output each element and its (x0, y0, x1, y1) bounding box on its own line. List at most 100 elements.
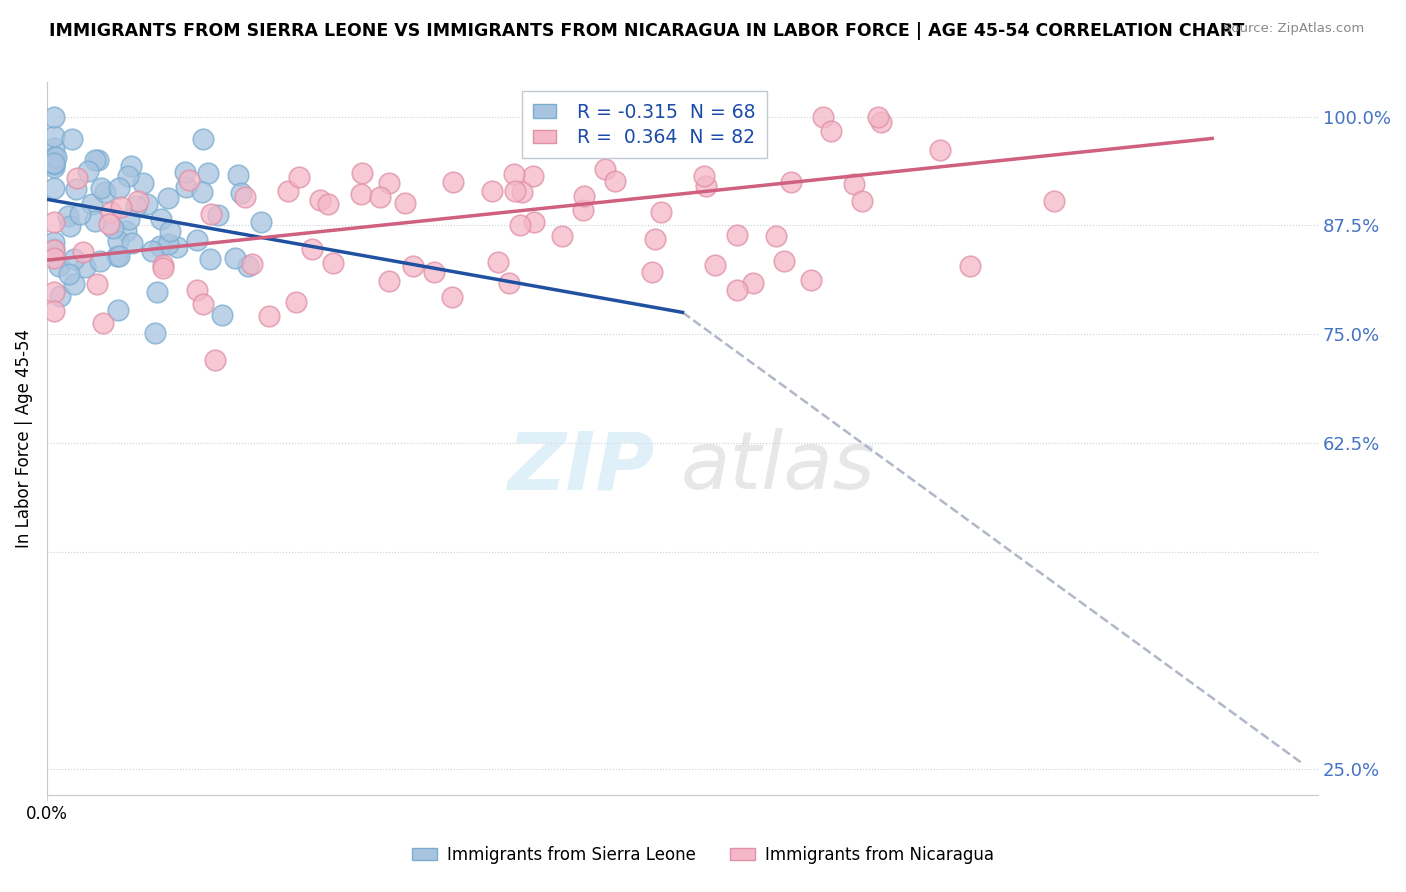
Point (135, 197, 157, 211)
Point (149, 212, 172, 227)
Point (277, 184, 299, 198)
Point (593, 110, 616, 124)
Point (48, 259, 70, 273)
Point (186, 283, 208, 297)
Point (204, 353, 226, 368)
Point (80, 197, 103, 211)
Point (481, 184, 503, 198)
Point (800, 273, 823, 287)
Point (42, 157, 65, 171)
Point (851, 194, 873, 209)
Point (177, 173, 200, 187)
Point (115, 223, 138, 237)
Point (200, 206, 222, 220)
Point (42, 150, 65, 164)
Point (186, 233, 208, 247)
Point (132, 176, 155, 190)
Text: ZIP: ZIP (508, 428, 655, 506)
Point (42, 242, 65, 256)
Point (118, 212, 141, 227)
Point (156, 237, 179, 252)
Point (69, 207, 91, 221)
Point (157, 191, 180, 205)
Point (60, 131, 83, 145)
Point (842, 177, 865, 191)
Point (498, 276, 520, 290)
Point (42, 160, 65, 174)
Point (121, 236, 143, 251)
Point (695, 178, 717, 193)
Point (308, 193, 330, 207)
Point (316, 197, 339, 211)
Point (505, 185, 527, 199)
Point (166, 240, 188, 254)
Point (522, 169, 544, 184)
Point (120, 159, 142, 173)
Point (820, 124, 842, 138)
Point (105, 250, 128, 264)
Point (595, 161, 617, 176)
Point (423, 265, 446, 279)
Point (725, 228, 748, 243)
Point (173, 165, 195, 179)
Point (233, 190, 256, 204)
Point (402, 259, 425, 273)
Point (350, 166, 373, 180)
Point (550, 229, 572, 244)
Point (107, 180, 129, 194)
Point (90, 181, 112, 195)
Point (378, 177, 401, 191)
Point (89, 254, 111, 268)
Point (765, 229, 787, 244)
Point (152, 260, 174, 275)
Point (523, 215, 546, 229)
Point (44, 180, 66, 194)
Point (117, 169, 139, 184)
Point (145, 285, 167, 300)
Y-axis label: In Labor Force | Age 45-54: In Labor Force | Age 45-54 (15, 329, 32, 548)
Point (101, 220, 124, 235)
Point (683, 110, 706, 124)
Point (94, 185, 117, 199)
Point (693, 169, 716, 183)
Point (773, 254, 796, 268)
Point (141, 244, 163, 258)
Point (191, 297, 214, 311)
Point (368, 190, 391, 204)
Point (211, 308, 233, 322)
Text: IMMIGRANTS FROM SIERRA LEONE VS IMMIGRANTS FROM NICARAGUA IN LABOR FORCE | AGE 4: IMMIGRANTS FROM SIERRA LEONE VS IMMIGRAN… (49, 22, 1244, 40)
Point (97, 217, 120, 231)
Point (696, 121, 718, 136)
Point (77, 164, 100, 178)
Point (641, 265, 664, 279)
Point (779, 176, 801, 190)
Point (45, 150, 67, 164)
Point (510, 185, 533, 199)
Point (742, 277, 765, 291)
Point (75, 260, 97, 274)
Point (571, 203, 593, 218)
Point (191, 185, 214, 199)
Point (394, 195, 416, 210)
Point (42, 156, 65, 170)
Point (107, 302, 129, 317)
Point (42, 251, 65, 265)
Point (617, 128, 640, 142)
Point (83, 153, 105, 167)
Point (159, 224, 181, 238)
Point (650, 205, 672, 219)
Point (441, 290, 464, 304)
Point (509, 218, 531, 232)
Point (176, 180, 198, 194)
Point (226, 168, 249, 182)
Point (652, 136, 675, 150)
Point (42, 235, 65, 249)
Point (240, 257, 263, 271)
Point (72, 245, 94, 260)
Point (42, 285, 65, 299)
Point (42, 128, 65, 143)
Point (605, 174, 627, 188)
Point (207, 209, 229, 223)
Point (87, 153, 110, 168)
Point (110, 200, 132, 214)
